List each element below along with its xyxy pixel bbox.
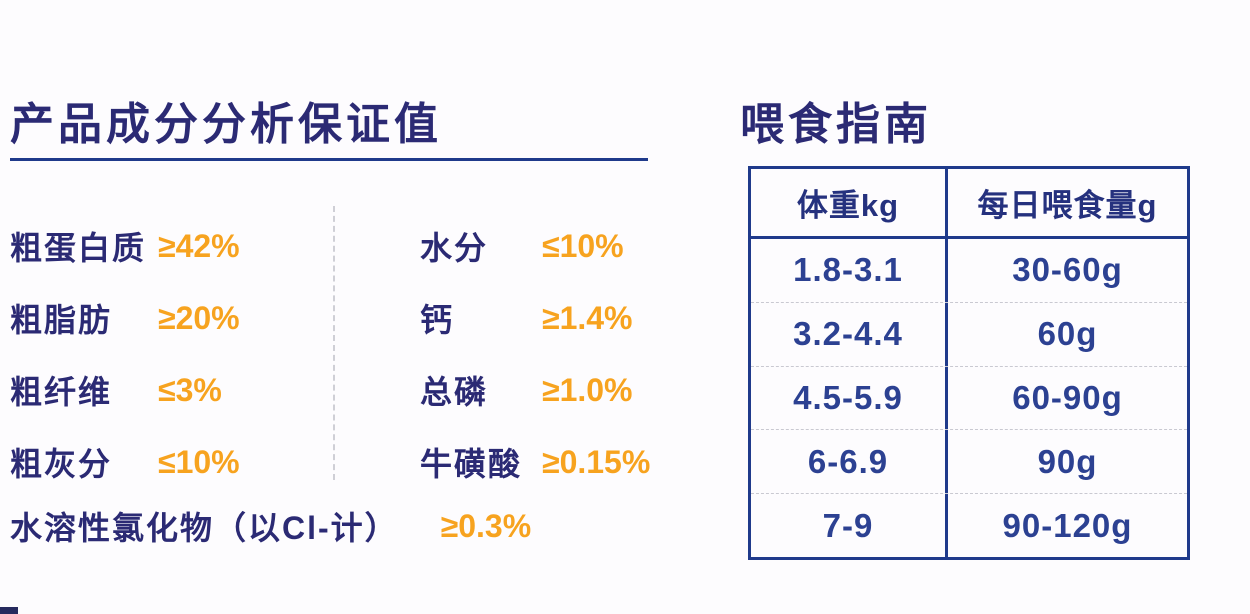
nutrient-label: 水分 bbox=[420, 230, 489, 266]
amount-cell: 90g bbox=[1037, 442, 1098, 480]
amount-cell: 60g bbox=[1037, 315, 1098, 353]
nutrient-row-crude-fat: 粗脂肪 ≥20% bbox=[10, 282, 330, 354]
nutrient-value: ≤10% bbox=[542, 227, 624, 264]
nutrient-row-taurine: 牛磺酸 ≥0.15% bbox=[420, 426, 680, 498]
amount-cell: 30-60g bbox=[1012, 251, 1123, 289]
amount-cell: 90-120g bbox=[1002, 506, 1133, 544]
header-weight-kg: 体重kg bbox=[751, 169, 948, 236]
nutrient-column-left: 粗蛋白质 ≥42% 粗脂肪 ≥20% 粗纤维 ≤3% 粗灰分 ≤10% bbox=[10, 210, 330, 498]
feeding-guide-title: 喂食指南 bbox=[740, 100, 932, 149]
nutrient-label: 粗灰分 bbox=[10, 446, 113, 482]
table-row: 7-9 90-120g bbox=[751, 494, 1187, 557]
weight-range-cell: 7-9 bbox=[751, 494, 948, 557]
nutrient-label: 钙 bbox=[420, 302, 455, 338]
table-row: 4.5-5.9 60-90g bbox=[751, 366, 1187, 431]
feeding-guide-table: 体重kg 每日喂食量g 1.8-3.1 30-60g 3.2-4.4 60g 4… bbox=[748, 166, 1190, 560]
nutrient-row-phosphorus: 总磷 ≥1.0% bbox=[420, 354, 680, 426]
nutrient-value: ≥1.4% bbox=[542, 299, 633, 336]
nutrient-row-chlorides: 水溶性氯化物（以Cl-计） ≥0.3% bbox=[10, 498, 531, 554]
nutrient-label: 水溶性氯化物（以Cl-计） bbox=[10, 510, 399, 546]
nutrient-row-crude-fiber: 粗纤维 ≤3% bbox=[10, 354, 330, 426]
nutrient-value: ≥1.0% bbox=[542, 371, 633, 408]
nutrient-value: ≥0.3% bbox=[440, 507, 532, 544]
nutrient-value: ≥42% bbox=[158, 227, 240, 264]
analysis-title-underline bbox=[10, 158, 648, 161]
table-row: 1.8-3.1 30-60g bbox=[751, 239, 1187, 303]
nutrient-value: ≤3% bbox=[158, 371, 222, 408]
analysis-title: 产品成分分析保证值 bbox=[10, 100, 442, 149]
weight-range-cell: 4.5-5.9 bbox=[751, 366, 948, 430]
nutrient-label: 总磷 bbox=[420, 374, 489, 410]
table-row: 6-6.9 90g bbox=[751, 430, 1187, 495]
bottom-left-corner-mark bbox=[0, 607, 18, 614]
nutrient-row-moisture: 水分 ≤10% bbox=[420, 210, 680, 282]
nutrient-label: 粗纤维 bbox=[10, 374, 113, 410]
nutrient-value: ≤10% bbox=[158, 443, 240, 480]
nutrient-value: ≥20% bbox=[158, 299, 240, 336]
nutrient-label: 粗蛋白质 bbox=[10, 230, 147, 266]
nutrient-row-crude-ash: 粗灰分 ≤10% bbox=[10, 426, 330, 498]
amount-cell: 60-90g bbox=[1012, 378, 1123, 416]
nutrient-label: 牛磺酸 bbox=[420, 446, 523, 482]
nutrient-columns-divider bbox=[333, 206, 335, 480]
weight-range-cell: 3.2-4.4 bbox=[751, 302, 948, 366]
weight-range-cell: 1.8-3.1 bbox=[751, 239, 948, 302]
feeding-table-header-row: 体重kg 每日喂食量g bbox=[751, 169, 1187, 239]
weight-range-cell: 6-6.9 bbox=[751, 430, 948, 494]
nutrient-value: ≥0.15% bbox=[542, 443, 651, 480]
nutrient-row-calcium: 钙 ≥1.4% bbox=[420, 282, 680, 354]
nutrient-row-crude-protein: 粗蛋白质 ≥42% bbox=[10, 210, 330, 282]
nutrient-label: 粗脂肪 bbox=[10, 302, 113, 338]
table-row: 3.2-4.4 60g bbox=[751, 302, 1187, 367]
header-daily-amount-g: 每日喂食量g bbox=[977, 188, 1158, 223]
nutrient-column-right: 水分 ≤10% 钙 ≥1.4% 总磷 ≥1.0% 牛磺酸 ≥0.15% bbox=[420, 210, 680, 498]
